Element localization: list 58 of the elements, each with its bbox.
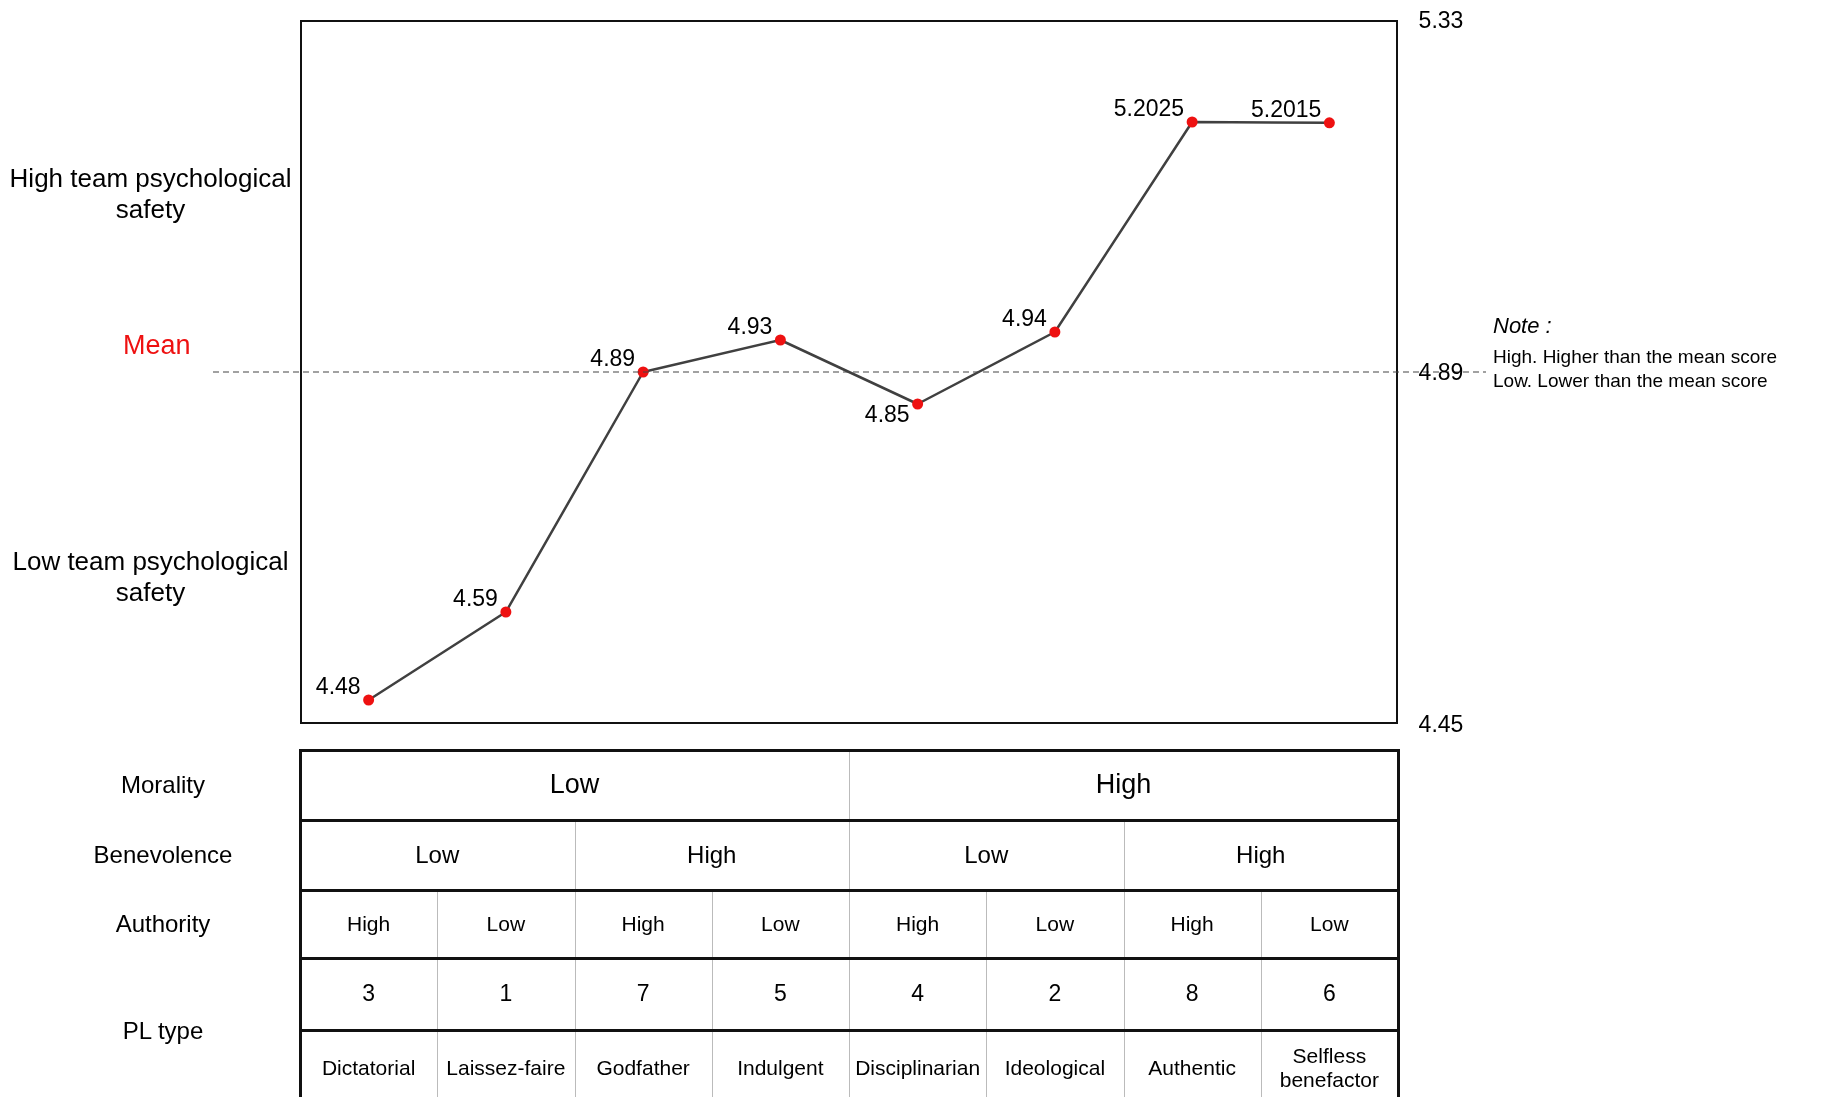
point [912,398,924,410]
ref-line-label: Mean [123,330,191,361]
text: Low. Lower than the mean score [1493,370,1768,392]
text: Morality [120,769,206,800]
point [1323,117,1335,129]
y2-tick-label: 4.45 [1417,710,1465,738]
text: Low [437,890,575,958]
data-label: 5.2025 [1113,95,1185,122]
text: High [574,820,849,890]
x-tick-label: Selfless benefactor [1260,1030,1398,1097]
text: Benevolence [92,839,234,870]
text: Low [1260,890,1398,958]
point [500,606,512,618]
text: 3 [361,979,376,1009]
data-label: 4.94 [1002,305,1048,332]
text: High [849,890,987,958]
text: High [1123,820,1398,890]
text: High [1123,890,1261,958]
text: Low team psychological safety [11,546,290,608]
text: 4 [849,958,987,1030]
text: High [346,911,392,938]
text: Low [414,839,461,870]
text: High team psychological safety [8,163,293,225]
text: High [849,750,1398,820]
data-label: 4.48 [315,673,361,700]
x-tick-label: Disciplinarian [849,1030,987,1097]
data-label: 4.89 [590,345,636,372]
x-tick-label: Laissez-faire [437,1030,575,1097]
text: Low [548,768,601,802]
text: Authority [114,908,212,939]
text: Note : [1493,313,1552,339]
data-label: 4.59 [453,585,498,612]
point [774,334,786,346]
data-label: 4.93 [727,313,773,340]
data-label: 5.2015 [1251,95,1322,122]
x-tick-label: Indulgent [711,1030,849,1097]
x-tick-label: Godfather [574,1030,712,1097]
text: Low [849,820,1124,890]
text: 5 [711,958,849,1030]
text: PL type [121,1016,205,1047]
x-tick-label: Authentic [1123,1030,1261,1097]
text: High. Higher than the mean score [1493,346,1778,368]
point [1186,116,1198,128]
point [363,694,375,706]
text: Low [986,890,1124,958]
x-tick-label: Ideological [986,1030,1124,1097]
point [1049,326,1061,338]
text: Low [711,890,849,958]
y2-tick-label: 4.89 [1417,358,1465,386]
data-label: 4.85 [864,401,910,428]
text: 7 [574,958,712,1030]
y2-tick-label: 5.33 [1417,7,1465,34]
text: 2 [986,958,1124,1030]
text: 6 [1260,958,1398,1030]
text: High [574,890,712,958]
text: 8 [1123,958,1261,1030]
text: 1 [437,958,575,1030]
x-tick-label: Dictatorial [320,1054,417,1081]
